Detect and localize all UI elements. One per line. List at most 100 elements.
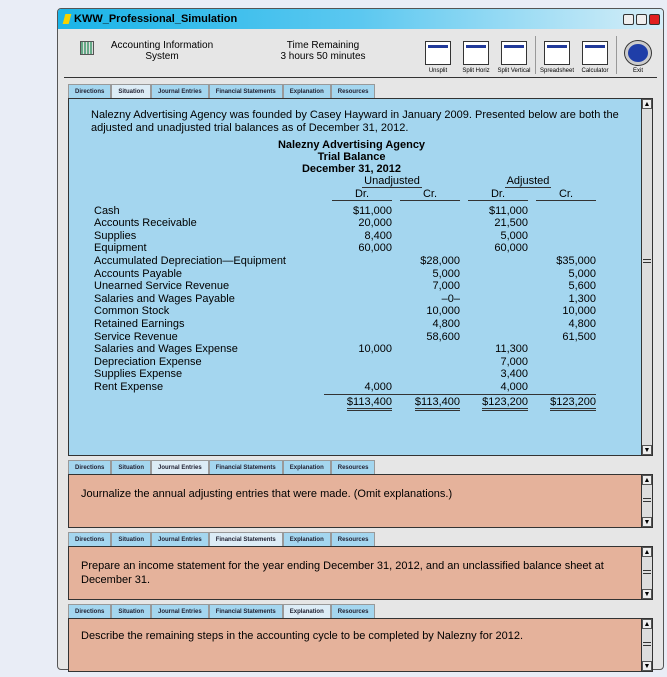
amount: –0– — [441, 292, 460, 305]
scroll-thumb-grip-icon[interactable] — [643, 570, 651, 575]
col-header-dr: Dr. — [324, 188, 392, 202]
close-button[interactable] — [649, 13, 660, 25]
col-header-dr: Dr. — [460, 188, 528, 202]
tab-resources[interactable]: Resources — [330, 532, 376, 546]
tab-directions[interactable]: Directions — [68, 460, 112, 474]
table-row: Supplies 8,400 5,000 — [94, 230, 596, 243]
amount: 1,300 — [568, 292, 596, 305]
scroll-up-arrow-icon[interactable]: ▲ — [642, 619, 652, 629]
scroll-down-arrow-icon[interactable]: ▼ — [642, 445, 652, 455]
toolbar-button-calculator[interactable]: Calculator — [578, 41, 612, 74]
toolbar-label: Unsplit — [428, 68, 448, 74]
vertical-scrollbar[interactable]: ▲ ▼ — [641, 99, 652, 455]
title-bar: KWW_Professional_Simulation — [58, 9, 663, 29]
scroll-up-arrow-icon[interactable]: ▲ — [642, 475, 652, 485]
prompt-text: Describe the remaining steps in the acco… — [81, 630, 524, 642]
tb-company: Nalezny Advertising Agency — [277, 139, 426, 151]
col-header-cr: Cr. — [528, 188, 596, 202]
tab-explanation[interactable]: Explanation — [282, 604, 331, 618]
table-row: Accounts Payable 5,000 5,000 — [94, 268, 596, 281]
tab-explanation[interactable]: Explanation — [282, 460, 331, 474]
vertical-scrollbar[interactable]: ▲ ▼ — [641, 619, 652, 671]
amount: 60,000 — [494, 242, 528, 255]
content-panel-3: Prepare an income statement for the year… — [68, 546, 653, 600]
minimize-button[interactable] — [623, 13, 634, 25]
app-name-line2: System — [145, 51, 179, 62]
tab-directions[interactable]: Directions — [68, 532, 112, 546]
toolbar-button-split-horiz[interactable]: Split Horiz — [459, 41, 493, 74]
amount: $11,000 — [353, 204, 392, 217]
amount — [528, 242, 596, 255]
account-name: Rent Expense — [94, 381, 164, 394]
tab-directions[interactable]: Directions — [68, 604, 112, 618]
amount — [324, 305, 392, 318]
table-row: Rent Expense 4,000 4,000 — [94, 380, 596, 395]
tab-financial-statements[interactable]: Financial Statements — [208, 460, 283, 474]
amount — [460, 318, 528, 331]
time-value: 3 hours 50 minutes — [280, 51, 366, 62]
amount — [460, 305, 528, 318]
tab-journal-entries[interactable]: Journal Entries — [151, 460, 209, 474]
scroll-down-arrow-icon[interactable]: ▼ — [642, 589, 652, 599]
content-panel-4: Describe the remaining steps in the acco… — [68, 618, 653, 672]
tab-resources[interactable]: Resources — [330, 84, 376, 98]
amount: 7,000 — [500, 355, 528, 368]
scroll-down-arrow-icon[interactable]: ▼ — [642, 661, 652, 671]
scroll-thumb-grip-icon[interactable] — [643, 498, 651, 503]
tab-resources[interactable]: Resources — [330, 460, 376, 474]
amount: 5,000 — [432, 267, 460, 280]
toolbar: Unsplit Split Horiz Split Vertical Spreadsh… — [421, 36, 655, 74]
exit-arrow-icon — [624, 40, 652, 66]
toolbar-button-unsplit[interactable]: Unsplit — [421, 41, 455, 74]
amount: 4,800 — [568, 317, 596, 330]
amount: 58,600 — [426, 330, 460, 343]
tab-situation[interactable]: Situation — [111, 460, 152, 474]
total-amount: $113,400 — [414, 395, 460, 411]
tab-financial-statements[interactable]: Financial Statements — [208, 604, 283, 618]
scroll-up-arrow-icon[interactable]: ▲ — [642, 99, 652, 109]
account-name: Supplies Expense — [94, 368, 183, 381]
account-name: Supplies — [94, 229, 137, 242]
scroll-up-arrow-icon[interactable]: ▲ — [642, 547, 652, 557]
maximize-button[interactable] — [636, 13, 647, 25]
content-panel-2: Journalize the annual adjusting entries … — [68, 474, 653, 528]
unsplit-icon — [425, 41, 451, 65]
tab-journal-entries[interactable]: Journal Entries — [151, 84, 209, 98]
amount: 20,000 — [358, 217, 392, 230]
toolbar-separator — [535, 36, 536, 74]
amount — [392, 242, 460, 255]
tb-title: Trial Balance — [317, 151, 386, 163]
amount — [324, 255, 392, 268]
scroll-down-arrow-icon[interactable]: ▼ — [642, 517, 652, 527]
tab-situation[interactable]: Situation — [111, 84, 152, 98]
tab-explanation[interactable]: Explanation — [282, 532, 331, 546]
amount — [392, 217, 460, 230]
toolbar-button-split-vertical[interactable]: Split Vertical — [497, 41, 531, 74]
amount — [460, 268, 528, 281]
toolbar-button-spreadsheet[interactable]: Spreadsheet — [540, 41, 574, 74]
toolbar-button-exit[interactable]: Exit — [621, 40, 655, 74]
total-amount: $113,400 — [346, 395, 392, 411]
tab-journal-entries[interactable]: Journal Entries — [151, 604, 209, 618]
vertical-scrollbar[interactable]: ▲ ▼ — [641, 547, 652, 599]
table-row: Accumulated Depreciation—Equipment $28,00… — [94, 255, 596, 268]
tab-situation[interactable]: Situation — [111, 604, 152, 618]
window-title: KWW_Professional_Simulation — [74, 13, 238, 25]
tab-resources[interactable]: Resources — [330, 604, 376, 618]
time-remaining: Time Remaining 3 hours 50 minutes — [268, 40, 378, 62]
tab-journal-entries[interactable]: Journal Entries — [151, 532, 209, 546]
table-row: Accounts Receivable 20,000 21,500 — [94, 217, 596, 230]
tab-financial-statements[interactable]: Financial Statements — [208, 532, 283, 546]
tab-financial-statements[interactable]: Financial Statements — [208, 84, 283, 98]
tab-directions[interactable]: Directions — [68, 84, 112, 98]
scroll-thumb-grip-icon[interactable] — [643, 259, 651, 264]
amount: 11,300 — [495, 343, 528, 356]
app-name: Accounting Information System — [102, 40, 222, 62]
scroll-thumb-grip-icon[interactable] — [643, 642, 651, 647]
tab-explanation[interactable]: Explanation — [282, 84, 331, 98]
amount — [324, 356, 392, 369]
tab-situation[interactable]: Situation — [111, 532, 152, 546]
amount: 60,000 — [358, 242, 392, 255]
vertical-scrollbar[interactable]: ▲ ▼ — [641, 475, 652, 527]
account-name: Accounts Payable — [94, 267, 183, 280]
